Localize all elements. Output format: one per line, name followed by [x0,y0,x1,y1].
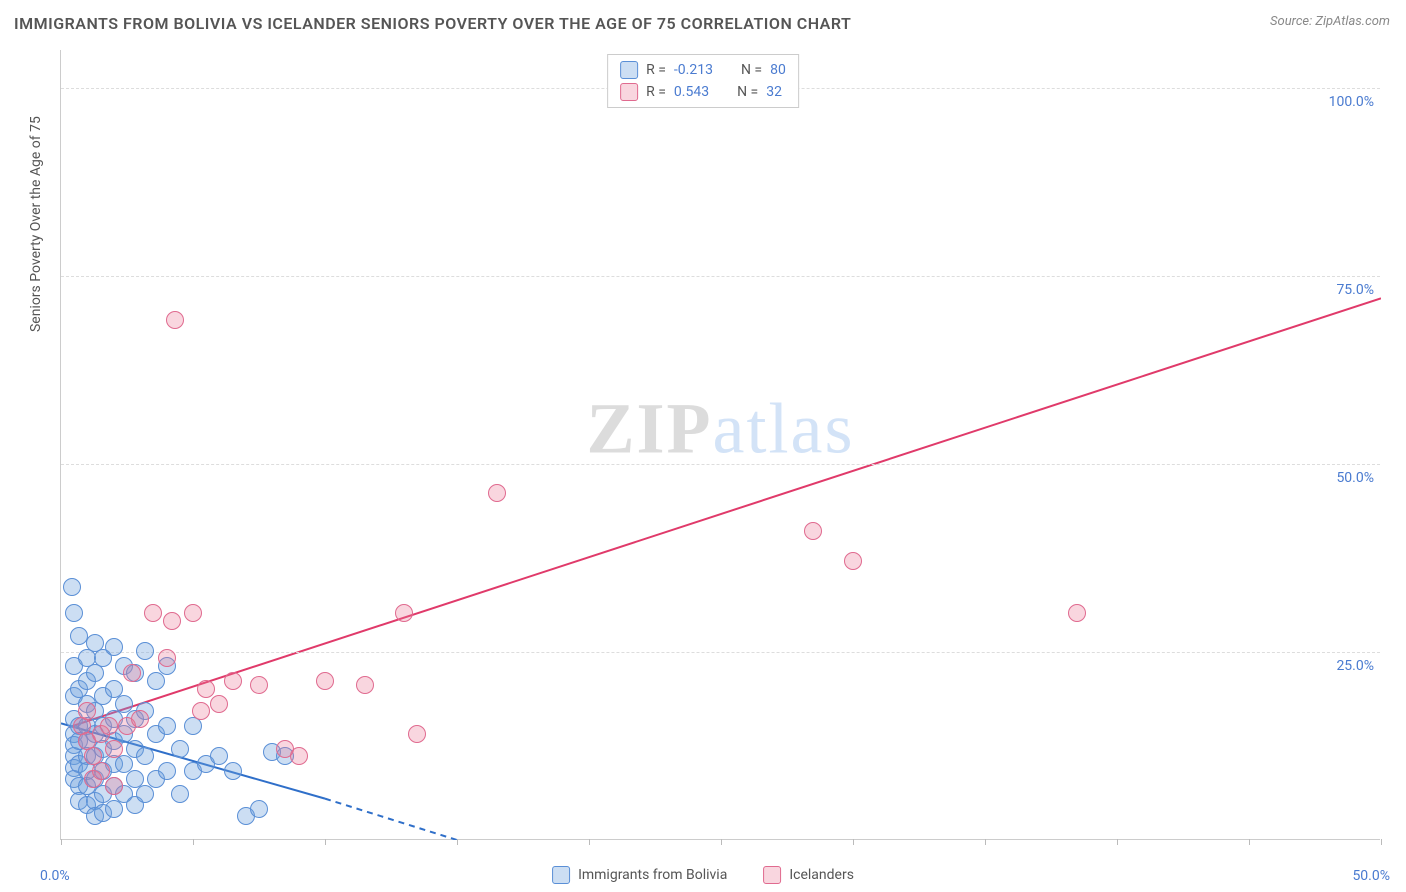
n-value-pink: 32 [766,84,782,100]
data-point-pink [290,747,308,765]
data-point-pink [92,762,110,780]
data-point-blue [63,578,81,596]
data-point-pink [123,664,141,682]
data-point-blue [105,800,123,818]
data-point-pink [224,672,242,690]
data-point-pink [844,552,862,570]
y-tick-label: 50.0% [1336,470,1374,486]
r-value-pink: 0.543 [674,84,709,100]
data-point-blue [171,785,189,803]
x-tick [985,839,986,845]
data-point-blue [105,638,123,656]
x-max-label: 50.0% [1352,868,1390,884]
legend-label-pink: Icelanders [789,867,854,883]
data-point-pink [105,740,123,758]
legend-row-blue: R = -0.213 N = 80 [620,59,786,81]
data-point-blue [171,740,189,758]
legend-row-pink: R = 0.543 N = 32 [620,81,786,103]
x-tick [589,839,590,845]
data-point-blue [158,762,176,780]
r-value-blue: -0.213 [674,62,713,78]
data-point-pink [197,680,215,698]
legend-swatch-pink [620,83,638,101]
watermark: ZIPatlas [587,387,855,470]
data-point-pink [184,604,202,622]
data-point-blue [136,642,154,660]
data-point-pink [1068,604,1086,622]
y-tick-label: 25.0% [1336,658,1374,674]
legend-correlation: R = -0.213 N = 80 R = 0.543 N = 32 [607,54,799,108]
data-point-blue [65,604,83,622]
data-point-pink [356,676,374,694]
data-point-pink [250,676,268,694]
data-point-pink [804,522,822,540]
legend-bottom-swatch-blue [552,866,570,884]
gridline [61,276,1380,277]
data-point-pink [210,695,228,713]
x-tick [721,839,722,845]
data-point-pink [158,649,176,667]
x-tick [457,839,458,845]
x-tick [325,839,326,845]
y-tick-label: 100.0% [1329,94,1374,110]
x-origin-label: 0.0% [40,868,70,884]
x-tick [61,839,62,845]
x-tick [853,839,854,845]
data-point-pink [316,672,334,690]
data-point-pink [192,702,210,720]
trend-lines-svg [61,50,1381,840]
data-point-blue [210,747,228,765]
plot-area: ZIPatlas 25.0% 50.0% 75.0% 100.0% [60,50,1380,840]
y-axis-label: Seniors Poverty Over the Age of 75 [28,116,44,332]
gridline [61,652,1380,653]
data-point-blue [224,762,242,780]
data-point-pink [408,725,426,743]
data-point-blue [250,800,268,818]
x-tick [1249,839,1250,845]
legend-bottom-swatch-pink [763,866,781,884]
legend-swatch-blue [620,61,638,79]
legend-item-blue: Immigrants from Bolivia [552,866,727,884]
chart-title: IMMIGRANTS FROM BOLIVIA VS ICELANDER SEN… [14,14,851,33]
data-point-pink [163,612,181,630]
x-tick [1381,839,1382,845]
data-point-pink [131,710,149,728]
data-point-pink [488,484,506,502]
legend-series: Immigrants from Bolivia Icelanders [552,866,854,884]
watermark-part2: atlas [713,388,855,468]
gridline [61,464,1380,465]
legend-item-pink: Icelanders [763,866,854,884]
x-tick [1117,839,1118,845]
data-point-pink [144,604,162,622]
n-value-blue: 80 [770,62,786,78]
data-point-pink [100,717,118,735]
source-attribution: Source: ZipAtlas.com [1270,14,1390,29]
y-tick-label: 75.0% [1336,282,1374,298]
r-prefix: R = [646,62,666,78]
data-point-blue [147,672,165,690]
data-point-pink [166,311,184,329]
data-point-blue [136,785,154,803]
legend-label-blue: Immigrants from Bolivia [578,867,727,883]
n-prefix: N = [741,62,762,78]
data-point-blue [158,717,176,735]
x-tick [193,839,194,845]
data-point-pink [395,604,413,622]
data-point-blue [136,747,154,765]
n-prefix: N = [737,84,758,100]
r-prefix: R = [646,84,666,100]
data-point-pink [78,702,96,720]
watermark-part1: ZIP [587,388,713,468]
data-point-pink [105,777,123,795]
